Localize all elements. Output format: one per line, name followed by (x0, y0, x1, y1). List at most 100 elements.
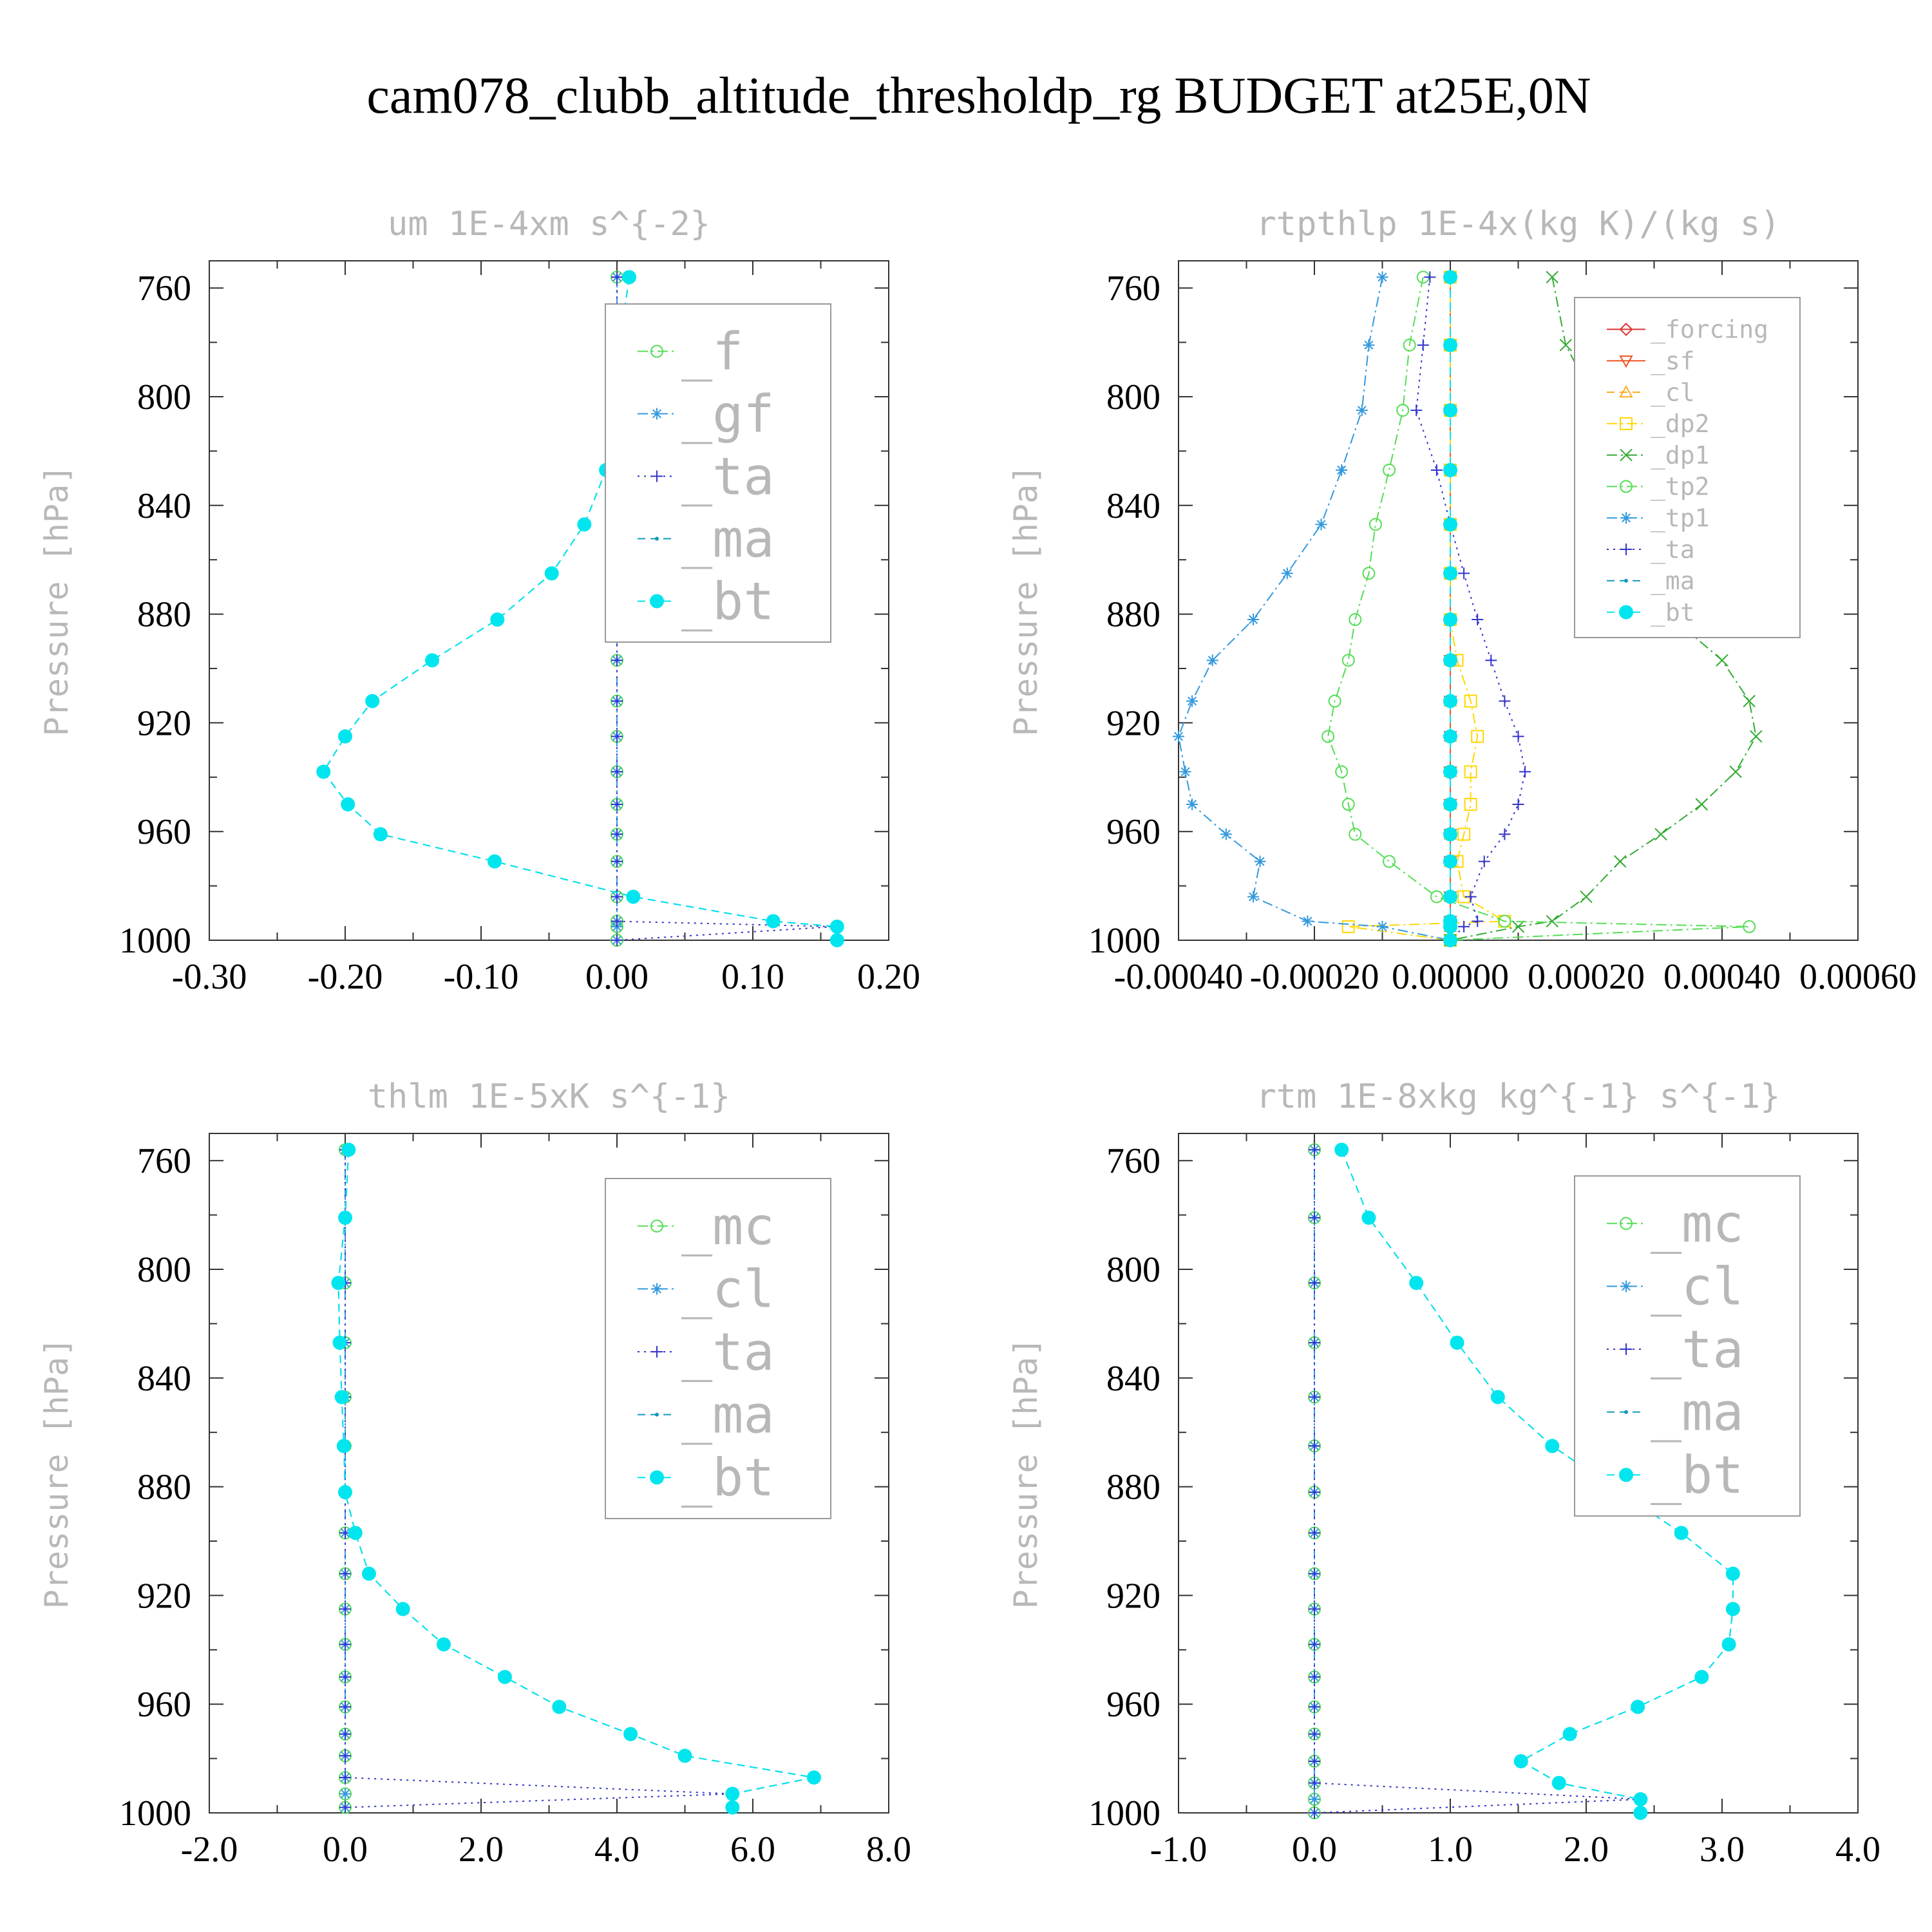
y-tick-label: 840 (137, 486, 191, 526)
data-point-ta (1458, 567, 1470, 580)
y-axis-label: Pressure [hPa] (1007, 1338, 1045, 1609)
y-tick-label: 760 (1106, 269, 1160, 308)
x-tick-label: 6.0 (730, 1830, 775, 1870)
data-point-tp1 (1281, 567, 1293, 580)
data-point-cl (339, 1788, 351, 1800)
data-point-ta (1478, 855, 1490, 867)
data-point-dp2 (1464, 694, 1477, 708)
panel-title: rtpthlp 1E-4x(kg K)/(kg s) (1256, 205, 1781, 243)
legend-entry: _f (681, 322, 743, 382)
data-point-ta (339, 1638, 351, 1651)
y-tick-label: 760 (137, 1141, 191, 1181)
data-point-ta (611, 915, 623, 927)
data-point-dp2 (1341, 920, 1355, 933)
data-point-bt (1633, 1792, 1648, 1806)
legend-entry: _sf (1651, 347, 1695, 376)
y-tick-label: 1000 (119, 921, 191, 961)
data-point-ta (1472, 614, 1484, 626)
data-point-bt (1443, 612, 1457, 627)
data-point-bt (1409, 1276, 1424, 1291)
data-point-tp1 (1247, 891, 1260, 903)
data-point-bt (1545, 1439, 1560, 1454)
chart-panel-3: thlm 1E-5xK s^{-1} Pressure [hPa] 760 800 84… (38, 1077, 911, 1870)
data-point-dp1 (1654, 828, 1667, 841)
data-point-ta (1512, 730, 1524, 743)
legend-entry: _ta (1651, 1320, 1744, 1379)
data-point-dp1 (1546, 270, 1558, 284)
legend-entry: _forcing (1651, 316, 1768, 345)
data-point-bt (1443, 797, 1457, 811)
data-point-bt (1443, 827, 1457, 842)
data-point-bt (490, 612, 505, 627)
data-point-tp2 (1396, 404, 1410, 417)
legend-entry: _bt (1651, 1445, 1744, 1505)
y-tick-label: 880 (1106, 1468, 1160, 1508)
data-point-ta (1309, 1728, 1320, 1740)
legend-marker (1619, 605, 1633, 620)
legend-marker (650, 345, 663, 358)
data-point-ta (611, 766, 623, 778)
x-tick-label: -1.0 (1150, 1830, 1208, 1870)
data-point-bt (334, 1390, 349, 1405)
x-tick-label: 0.00000 (1392, 957, 1509, 997)
data-point-tp2 (1335, 765, 1349, 779)
series-line-ta (1416, 277, 1526, 941)
y-tick-label: 880 (1106, 595, 1160, 635)
data-point-bt (577, 517, 592, 532)
data-point-bt (1361, 1210, 1376, 1225)
chart-panel-1: um 1E-4xm s^{-2} Pressure [hPa] 760 800 840 8… (38, 205, 920, 997)
data-point-tp2 (1383, 463, 1396, 477)
data-point-bt (1551, 1776, 1566, 1790)
data-point-bt (1443, 919, 1457, 934)
data-point-bt (1450, 1335, 1464, 1350)
data-point-bt (1443, 854, 1457, 869)
y-tick-label: 840 (1106, 1359, 1160, 1399)
data-point-ta (611, 855, 623, 867)
series-line-dp2 (1348, 277, 1507, 941)
x-tick-label: 0.00 (585, 957, 649, 997)
x-tick-label: 1.0 (1428, 1830, 1473, 1870)
legend-marker (1620, 448, 1633, 462)
data-point-tp2 (1430, 890, 1443, 904)
y-axis-label: Pressure [hPa] (38, 465, 75, 736)
data-point-ta (339, 1750, 351, 1762)
legend-entry: _gf (681, 384, 775, 444)
legend-marker (1620, 417, 1633, 430)
legend-entry: _cl (1651, 1256, 1744, 1316)
data-point-ta (1309, 1638, 1320, 1651)
data-point-bt (395, 1602, 410, 1616)
x-tick-label: 3.0 (1700, 1830, 1745, 1870)
y-tick-label: 800 (1106, 377, 1160, 417)
data-point-dp1 (1716, 654, 1728, 667)
data-point-bt (1443, 270, 1457, 285)
y-tick-label: 1000 (1088, 921, 1160, 961)
legend-marker (650, 1470, 664, 1485)
data-point-ta (1309, 1807, 1320, 1819)
data-point-ta (1512, 799, 1524, 810)
data-point-dp1 (1559, 339, 1573, 352)
x-tick-label: 0.20 (857, 957, 920, 997)
legend-entry: _ma (681, 1385, 775, 1445)
legend (605, 1178, 831, 1519)
data-point-ta (1309, 1486, 1320, 1499)
data-point-ta (1499, 695, 1511, 707)
data-point-ta (611, 695, 623, 707)
data-point-tp2 (1743, 920, 1756, 933)
x-tick-label: 4.0 (594, 1830, 639, 1870)
data-point-tp1 (1173, 730, 1184, 743)
x-tick-label: 0.0 (1292, 1830, 1337, 1870)
legend (1574, 1175, 1801, 1517)
data-point-ta (339, 1671, 351, 1683)
data-point-tp1 (1254, 855, 1266, 867)
data-point-tp2 (1341, 654, 1355, 667)
x-tick-label: 0.00060 (1799, 957, 1917, 997)
legend-entry: _ta (1651, 535, 1695, 564)
data-point-ta (1309, 1336, 1320, 1349)
data-point-ta (611, 799, 623, 810)
data-point-bt (1443, 462, 1457, 477)
x-tick-label: 0.0 (323, 1830, 368, 1870)
series-line-bt (1341, 1149, 1734, 1813)
data-point-ta (611, 730, 623, 743)
data-point-ta (611, 271, 623, 283)
